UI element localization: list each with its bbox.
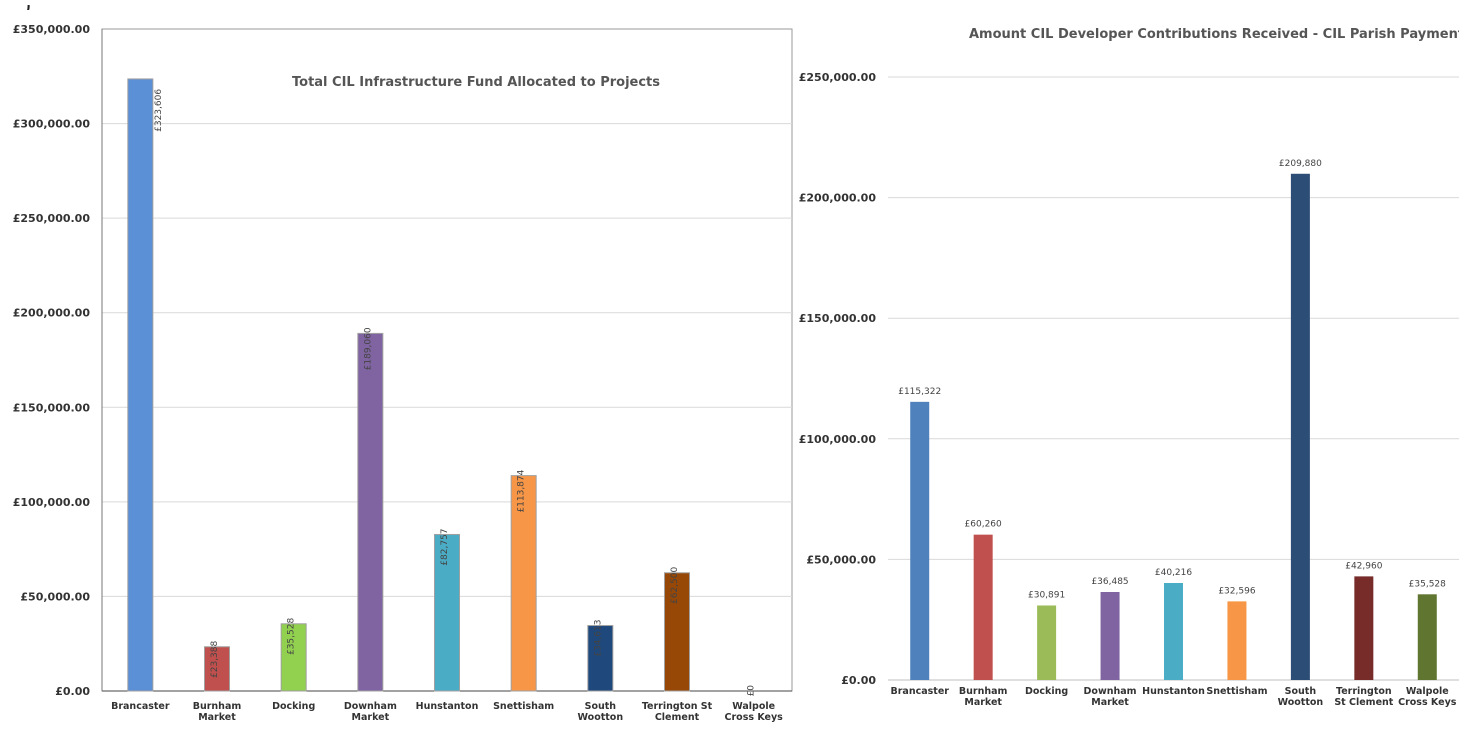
bar-docking [280,623,307,692]
data-label-brancaster: £115,322 [898,387,941,397]
y-tick-label: £0.00 [841,674,876,687]
category-label-walpole-cross-keys: Walpole [1406,686,1449,697]
bar-burnham-market [204,646,230,692]
category-label-downham-market: Market [352,712,390,723]
chart-title: Total CIL Infrastructure Fund Allocated … [292,75,660,90]
bar-terrington-st-clement [664,572,690,692]
chart-title: Amount CIL Developer Contributions Recei… [969,27,1459,42]
bar-terrington-st-clement [1354,576,1374,680]
y-tick-label: £0.00 [55,685,90,698]
y-tick-label: £350,000.00 [13,23,91,36]
category-label-walpole-cross-keys: Walpole [732,701,775,712]
data-label-snettisham: £113,874 [517,469,527,512]
category-label-south-wootton: Wootton [578,712,624,723]
bar-brancaster [127,78,154,692]
bar-south-wootton [587,625,614,692]
category-label-south-wootton: South [585,701,617,712]
infrastructure-fund-chart: £0.00 £50,000.00 £100,000.00 £150,000.00 £20… [13,23,793,723]
category-label-terrington-st-clement: St Clement [1334,697,1393,708]
data-label-downham-market: £36,485 [1091,577,1128,587]
category-label-snettisham: Snettisham [1206,686,1267,697]
data-label-downham-market: £189,060 [363,327,373,370]
data-label-terrington-st-clement: £42,960 [1345,561,1382,571]
category-label-burnham-market: Market [198,712,236,723]
data-label-burnham-market: £60,260 [965,520,1002,530]
category-label-downham-market: Downham [1084,686,1137,697]
category-label-brancaster: Brancaster [890,686,949,697]
category-label-docking: Docking [1025,686,1068,697]
bar-snettisham [510,475,537,692]
data-label-docking: £35,528 [287,618,297,655]
data-label-terrington-st-clement: £62,500 [670,567,680,604]
data-label-brancaster: £323,606 [154,89,164,132]
y-tick-label: £50,000.00 [20,590,90,603]
data-label-docking: £30,891 [1028,590,1065,600]
developer-contributions-chart: £0.00 £50,000.00 £100,000.00 £150,000.00 £20… [799,27,1459,708]
data-label-hunstanton: £40,216 [1155,568,1192,578]
y-tick-label: £150,000.00 [799,312,877,325]
data-label-south-wootton: £34,613 [593,620,603,657]
category-label-walpole-cross-keys: Cross Keys [1398,697,1457,708]
cropped-caption-text: ...) [2,5,32,10]
y-tick-label: £250,000.00 [799,71,877,84]
category-label-docking: Docking [272,701,315,712]
category-label-burnham-market: Market [964,697,1002,708]
cropped-caption-svg: ...) [2,0,32,10]
y-tick-label: £150,000.00 [13,401,91,414]
category-label-terrington-st-clement: Terrington [1336,686,1392,697]
category-label-downham-market: Downham [344,701,397,712]
y-tick-label: £200,000.00 [13,307,91,320]
y-tick-label: £300,000.00 [13,118,91,131]
bar-snettisham [1227,601,1247,680]
category-label-burnham-market: Burnham [193,701,242,712]
category-label-hunstanton: Hunstanton [416,701,479,712]
category-label-walpole-cross-keys: Cross Keys [725,712,784,723]
bar-brancaster [910,401,930,680]
category-label-brancaster: Brancaster [111,701,170,712]
data-label-burnham-market: £23,388 [210,640,220,677]
bar-walpole-cross-keys [1417,594,1437,680]
y-tick-label: £100,000.00 [13,496,91,509]
category-label-south-wootton: Wootton [1278,697,1324,708]
category-label-south-wootton: South [1285,686,1317,697]
bar-hunstanton [1164,582,1183,680]
y-tick-label: £200,000.00 [799,192,877,205]
category-label-terrington-st-clement: Terrington St [642,701,713,712]
category-label-burnham-market: Burnham [959,686,1008,697]
bar-downham-market [357,332,384,692]
data-label-hunstanton: £82,757 [440,528,450,565]
category-label-hunstanton: Hunstanton [1142,686,1205,697]
category-label-snettisham: Snettisham [493,701,554,712]
y-tick-label: £250,000.00 [13,212,91,225]
data-label-snettisham: £32,596 [1218,586,1255,596]
category-label-downham-market: Market [1091,697,1129,708]
data-label-south-wootton: £209,880 [1279,159,1322,169]
cropped-caption-fragment: ...) [0,0,1459,10]
bar-hunstanton [434,533,460,692]
bar-burnham-market [973,534,993,680]
data-label-walpole-cross-keys: £35,528 [1409,579,1446,589]
data-label-walpole-cross-keys: £0 [747,685,757,697]
y-tick-label: £100,000.00 [799,433,877,446]
bar-docking [1037,605,1057,680]
category-label-terrington-st-clement: Clement [655,712,700,723]
y-tick-label: £50,000.00 [806,553,876,566]
bar-downham-market [1100,591,1120,680]
bar-south-wootton [1290,173,1310,680]
